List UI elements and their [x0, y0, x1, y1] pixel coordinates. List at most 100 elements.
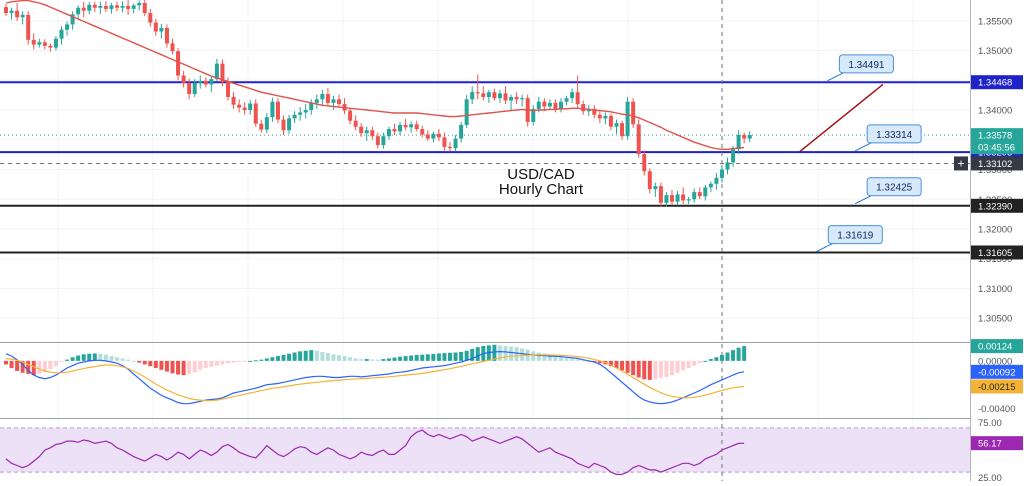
macd-histogram-bar	[497, 345, 502, 361]
rsi-band	[0, 427, 970, 473]
macd-histogram-bar	[115, 357, 119, 361]
candle-body	[359, 126, 364, 134]
macd-histogram-bar	[675, 360, 680, 373]
macd-histogram-bar	[98, 353, 103, 361]
macd-histogram-bar	[81, 354, 86, 361]
crosshair-price-tag: 1.33102	[978, 159, 1012, 170]
candle-body	[131, 5, 136, 9]
callout-pointer	[827, 72, 844, 82]
macd-histogram-bar	[26, 360, 31, 374]
macd-histogram-bar	[109, 356, 114, 361]
macd-histogram-bar	[348, 357, 353, 361]
macd-histogram-bar	[320, 351, 325, 361]
macd-histogram-bar	[275, 356, 280, 361]
candle-body	[298, 112, 303, 115]
candle-body	[370, 130, 375, 137]
candle-body	[670, 195, 674, 202]
macd-histogram-bar	[20, 360, 25, 373]
candle-body	[442, 137, 447, 147]
candle-body	[59, 29, 64, 39]
macd-histogram-bar	[192, 360, 197, 373]
macd-value-tag-bg	[971, 364, 1023, 379]
candle-body	[675, 194, 680, 202]
macd-histogram-bar	[725, 352, 730, 361]
level-layer	[0, 0, 970, 481]
candle-body	[614, 123, 619, 127]
macd-histogram-bar	[331, 354, 336, 361]
macd-histogram-bar	[425, 354, 430, 361]
macd-histogram-bar	[670, 360, 674, 376]
candle-body	[76, 7, 81, 15]
price-tick-label: 1.31500	[978, 254, 1012, 265]
candle-body	[231, 96, 236, 105]
level-price-tag: 1.32390	[978, 201, 1012, 212]
macd-histogram-bar	[76, 355, 81, 361]
macd-tick-label: 0.00000	[978, 356, 1012, 367]
candle-body	[142, 2, 147, 14]
candle-body	[514, 96, 519, 100]
crosshair-plus-button-bg	[954, 156, 968, 171]
candle-body	[281, 119, 286, 131]
ma-layer	[5, 0, 745, 151]
candle-body	[509, 96, 514, 101]
candle-body	[686, 199, 691, 201]
candle-body	[9, 10, 14, 14]
macd-histogram-bar	[220, 360, 225, 365]
macd-histogram-bar	[509, 346, 514, 361]
candle-body	[536, 101, 541, 109]
candle-body	[103, 5, 108, 9]
candle-body	[564, 98, 569, 102]
macd-histogram-bar	[37, 360, 42, 374]
macd-histogram-bar	[209, 360, 214, 367]
macd-histogram-bar	[464, 350, 469, 361]
candle-body	[337, 99, 341, 105]
candle-body	[714, 177, 719, 184]
macd-histogram-bar	[248, 360, 253, 362]
macd-histogram-bar	[714, 357, 719, 361]
macd-histogram-bar	[553, 356, 558, 361]
candle-body	[520, 98, 525, 100]
macd-histogram-bar	[686, 360, 691, 368]
candle-body	[436, 133, 441, 138]
rsi-tick-label: 75.00	[978, 418, 1002, 429]
crosshair-plus-button[interactable]: +	[957, 156, 964, 170]
candle-body	[731, 149, 736, 163]
candle-body	[486, 92, 491, 97]
macd-histogram-bar	[531, 351, 536, 361]
price-tick-label: 1.34000	[978, 106, 1012, 117]
callout-label: 1.33314	[876, 130, 913, 141]
macd-histogram-bar	[719, 354, 724, 361]
macd-histogram-bar	[520, 348, 525, 361]
candle-body	[192, 82, 197, 94]
candle-body	[353, 120, 358, 127]
candle-body	[364, 130, 369, 134]
candle-body	[697, 192, 702, 197]
macd-histogram-bar	[70, 357, 75, 361]
candle-body	[137, 2, 142, 6]
candle-body	[37, 42, 42, 45]
macd-histogram-bar	[87, 353, 92, 361]
candle-body	[309, 102, 314, 111]
macd-value-tag: -0.00092	[978, 367, 1016, 378]
callout-pointer	[854, 142, 872, 152]
macd-histogram-bar	[392, 357, 397, 361]
candle-body	[115, 5, 119, 8]
macd-histogram-bar	[103, 354, 108, 361]
candle-body	[109, 5, 114, 9]
candle-body	[20, 14, 25, 18]
macd-histogram-bar	[59, 360, 64, 363]
macd-histogram-bar	[337, 355, 341, 361]
level-price-tag-bg	[971, 245, 1023, 260]
macd-tick-label: -0.00400	[978, 404, 1016, 415]
macd-line	[5, 350, 745, 405]
candle-body	[31, 39, 36, 45]
macd-histogram-bar	[653, 360, 658, 380]
macd-histogram-bar	[131, 360, 136, 362]
candle-body	[481, 93, 486, 97]
level-price-tag: 1.31605	[978, 248, 1012, 259]
candle-body	[259, 123, 264, 130]
callout-pointer	[816, 243, 833, 253]
candle-body	[603, 115, 608, 119]
candle-body	[719, 169, 724, 178]
